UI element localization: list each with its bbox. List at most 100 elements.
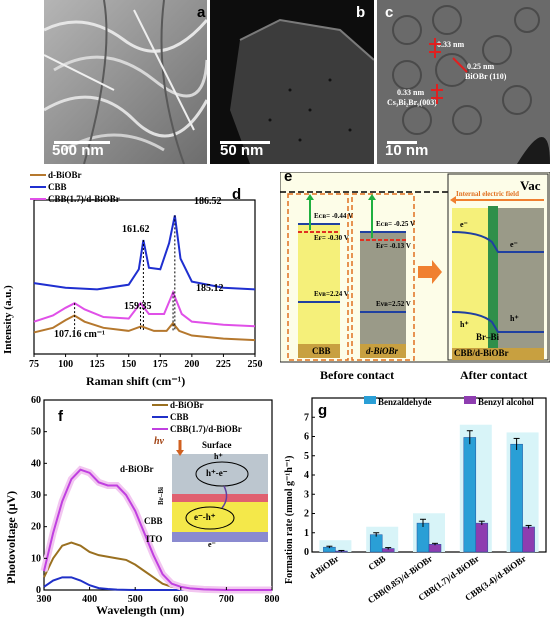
cbb-ecb: Eᴄʙ= -0.44 V: [314, 212, 354, 220]
inset-pair-1: h⁺-e⁻: [206, 468, 228, 478]
series-line-d-1: [33, 314, 256, 342]
before-contact-label: Before contact: [320, 368, 395, 382]
ytick-label-f: 50: [31, 427, 41, 438]
ytick-label-g: 6: [304, 432, 309, 443]
bar-benzaldehyde: [510, 443, 523, 553]
panel-letter-f: f: [58, 408, 63, 425]
xtick-label-f: 400: [82, 594, 97, 605]
peak-label-186: 186.52: [194, 196, 222, 207]
bio-block-label: d-BiOBr: [366, 346, 399, 356]
series-line-d-2: [33, 215, 256, 291]
legend-d-3: CBB(1.7)/d-BiOBr: [48, 194, 120, 204]
scale-bar-a: [54, 141, 110, 144]
panel-letter-d: d: [232, 186, 242, 203]
fringe-label-2: 0.25 nm: [467, 62, 495, 71]
xlabel-d: Raman shift (cm⁻¹): [86, 374, 186, 388]
legend-f-2: CBB: [170, 412, 189, 422]
category-label-g: CBB: [366, 553, 387, 572]
xtick-label-d: 175: [153, 359, 168, 370]
ytick-label-f: 0: [36, 585, 41, 596]
ytick-label-g: 5: [304, 451, 309, 462]
xlabel-f: Wavelength (nm): [96, 603, 185, 617]
series-line-f-2: [43, 576, 272, 591]
hrtem-image-panel-c: c 0.33 nm 0.25 nm BiOBr (110) 0.33 nm Cs…: [377, 0, 550, 164]
bar-alcohol: [522, 526, 535, 553]
electron-label-2: e⁻: [510, 240, 518, 249]
bar-alcohol: [475, 522, 489, 553]
inset-cbb: CBB: [144, 516, 163, 526]
inset-ito: ITO: [146, 534, 163, 544]
ytick-label-g: 2: [304, 509, 309, 520]
xtick-label-d: 250: [248, 359, 263, 370]
ytick-label-f: 10: [31, 553, 41, 564]
legend-d-2: CBB: [48, 182, 67, 192]
bio-evb: Eᴠʙ=2.52 V: [376, 300, 411, 308]
ytick-label-g: 3: [304, 489, 309, 500]
ylabel-f: Photovoltage (μV): [4, 490, 18, 584]
fringe-phase-2: BiOBr (110): [465, 72, 507, 81]
ytick-label-g: 4: [304, 470, 309, 481]
inset-bio: d-BiOBr: [120, 464, 154, 474]
fringe-phase-3: Cs₃Bi₂Br₉(003): [387, 98, 437, 107]
legend-swatch-g-1: [364, 396, 376, 404]
raman-chart: 75 100 125 150 175 200 225 250: [29, 174, 263, 370]
spv-inset-graphic: [172, 440, 268, 542]
peak-label-107: 107.16 cm⁻¹: [54, 329, 106, 340]
xtick-label-d: 100: [58, 359, 73, 370]
br-bi-label: Br–Bi: [476, 332, 500, 342]
xtick-label-f: 500: [128, 594, 143, 605]
fringe-markers: [429, 38, 468, 104]
internal-field-label: Internal electric field: [456, 190, 519, 198]
ytick-label-f: 30: [31, 490, 41, 501]
xtick-label-d: 75: [29, 359, 39, 370]
legend-f-1: d-BiOBr: [170, 400, 204, 410]
panel-letter-c: c: [385, 4, 394, 21]
scale-label-b: 50 nm: [220, 142, 264, 159]
band-diagram-graphic: [279, 171, 550, 363]
inset-surface: Surface: [202, 440, 232, 450]
cbb-ef: Eғ= -0.30 V: [314, 234, 349, 242]
peak-label-161: 161.62: [122, 224, 150, 235]
xtick-label-f: 700: [219, 594, 234, 605]
sem-nanosheets-texture: [44, 0, 207, 164]
bar-benzaldehyde: [369, 534, 383, 553]
peak-label-159: 159.35: [124, 301, 152, 312]
cbb-block-label: CBB: [312, 346, 331, 356]
bio-ecb: Eᴄʙ= -0.25 V: [376, 220, 416, 228]
tem-image-panel-b: b 50 nm: [210, 0, 374, 164]
inset-hv: hν: [154, 436, 164, 447]
after-contact-label: After contact: [460, 368, 528, 382]
bar-alcohol: [428, 544, 442, 553]
legend-swatch-g-2: [464, 396, 476, 404]
ylabel-d: Intensity (a.u.): [2, 285, 14, 354]
ytick-label-g: 7: [304, 412, 309, 423]
inset-e-bottom: e⁻: [208, 540, 216, 549]
scale-bar-c: [387, 141, 417, 144]
legend-g-1: Benzaldehyde: [378, 397, 432, 407]
xtick-label-d: 225: [216, 359, 231, 370]
xtick-label-f: 600: [173, 594, 188, 605]
formation-rate-chart: d-BiOBr CBBCBB(0.85)/d-BiOBrCBB(1.7)/d-Bi…: [304, 396, 547, 605]
panel-letter-b: b: [356, 4, 366, 21]
ytick-label-g: 0: [304, 547, 309, 558]
panel-g-formation-rate: d-BiOBr CBB CBB(0.85)/d-BiOBr CBB(1.7)/d-Bi…: [282, 392, 550, 621]
fringe-label-3: 0.33 nm: [397, 88, 425, 97]
tem-sheet-texture: [230, 18, 374, 164]
hole-label-2: h⁺: [510, 314, 519, 323]
plot-frame-d: [33, 199, 256, 355]
legend-d-1: d-BiOBr: [48, 170, 82, 180]
bio-ef: Eғ= -0.13 V: [376, 242, 411, 250]
legend-f-3: CBB(1.7)/d-BiOBr: [170, 424, 242, 434]
hrtem-lattice-texture: [377, 0, 550, 164]
sem-image-panel-a: a 500 nm: [44, 0, 207, 164]
xtick-label-f: 300: [37, 594, 52, 605]
ytick-label-f: 20: [31, 522, 41, 533]
xtick-label-d: 125: [90, 359, 105, 370]
bar-benzaldehyde: [463, 437, 477, 553]
panel-letter-e: e: [284, 168, 293, 185]
panel-f-photovoltage: 300 400 500 600 700 800 0 10 20 30 40 50 60 f d-BiOB…: [0, 392, 282, 621]
inset-brbi: Br–Bi: [156, 487, 165, 505]
xtick-label-d: 200: [184, 359, 199, 370]
hole-label-1: h⁺: [460, 320, 469, 329]
junction-label: CBB/d-BiOBr: [454, 348, 509, 358]
